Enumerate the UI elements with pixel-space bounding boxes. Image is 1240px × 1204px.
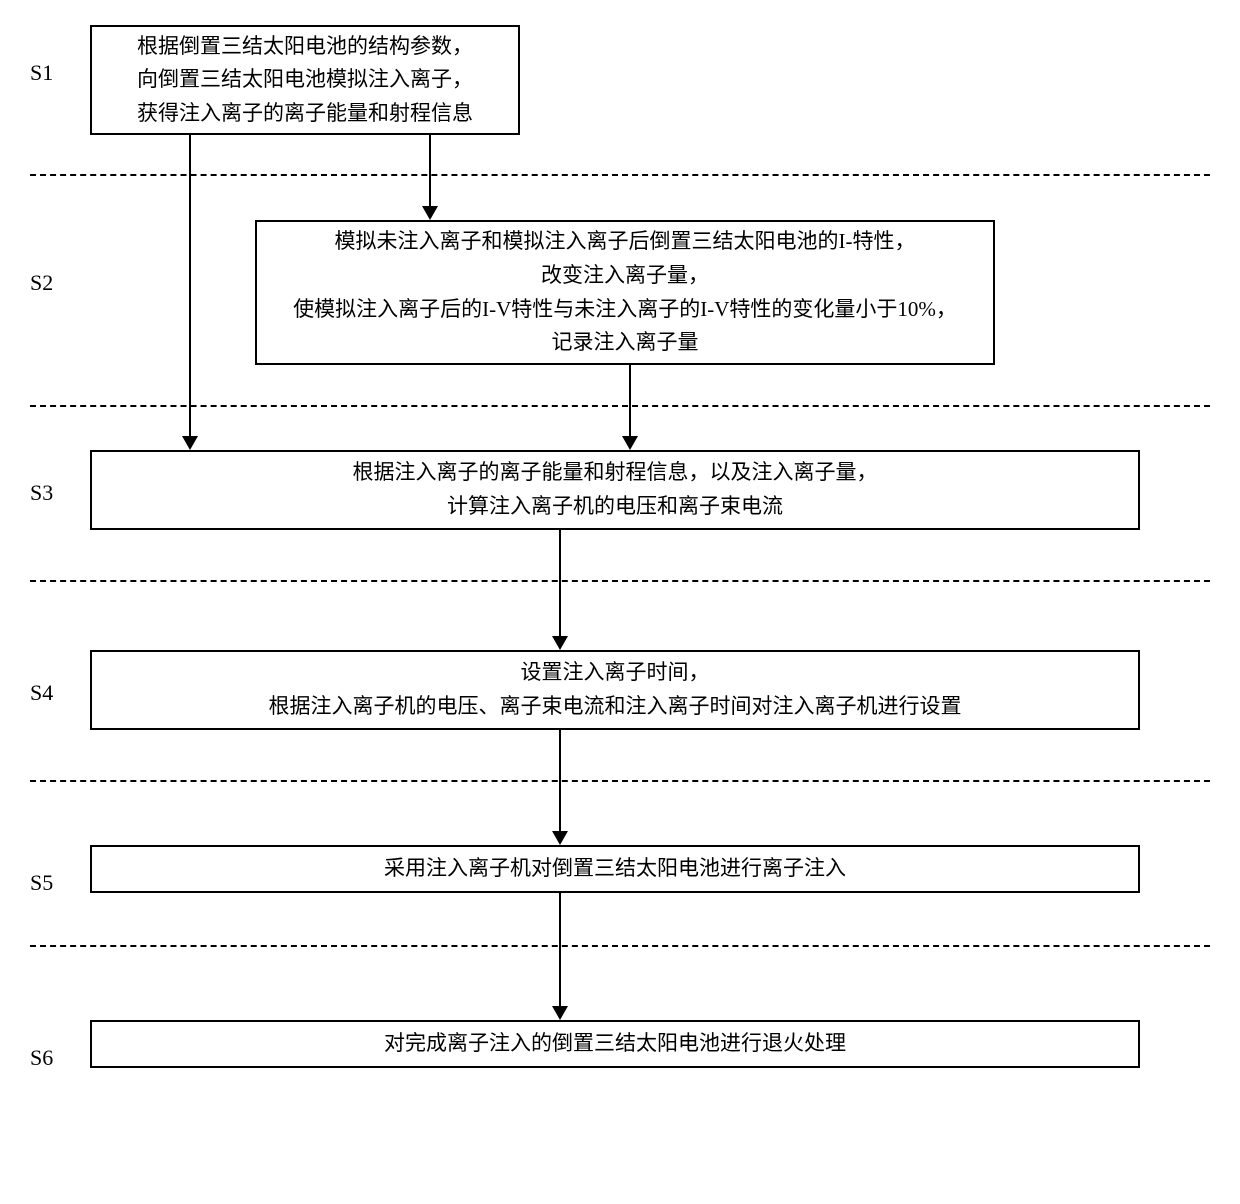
arrow-head-icon <box>552 1006 568 1020</box>
box-line: 模拟未注入离子和模拟注入离子后倒置三结太阳电池的I-特性， <box>335 225 916 259</box>
box-s4: 设置注入离子时间， 根据注入离子机的电压、离子束电流和注入离子时间对注入离子机进… <box>90 650 1140 730</box>
box-line: 根据注入离子机的电压、离子束电流和注入离子时间对注入离子机进行设置 <box>269 690 962 724</box>
divider <box>30 945 1210 947</box>
box-line: 获得注入离子的离子能量和射程信息 <box>137 97 473 131</box>
box-s1: 根据倒置三结太阳电池的结构参数， 向倒置三结太阳电池模拟注入离子， 获得注入离子… <box>90 25 520 135</box>
arrow-head-icon <box>552 831 568 845</box>
box-line: 采用注入离子机对倒置三结太阳电池进行离子注入 <box>384 852 846 886</box>
box-line: 使模拟注入离子后的I-V特性与未注入离子的I-V特性的变化量小于10%， <box>293 293 957 327</box>
step-label-s4: S4 <box>30 680 53 706</box>
divider <box>30 405 1210 407</box>
box-s3: 根据注入离子的离子能量和射程信息，以及注入离子量， 计算注入离子机的电压和离子束… <box>90 450 1140 530</box>
step-label-s5: S5 <box>30 870 53 896</box>
step-label-s1: S1 <box>30 60 53 86</box>
box-line: 根据注入离子的离子能量和射程信息，以及注入离子量， <box>353 456 878 490</box>
arrow-line <box>559 730 561 831</box>
arrow-head-icon <box>182 436 198 450</box>
arrow-line <box>559 893 561 1006</box>
arrow-line <box>189 135 191 436</box>
box-line: 计算注入离子机的电压和离子束电流 <box>447 490 783 524</box>
arrow-head-icon <box>552 636 568 650</box>
box-line: 对完成离子注入的倒置三结太阳电池进行退火处理 <box>384 1027 846 1061</box>
box-line: 记录注入离子量 <box>552 326 699 360</box>
flowchart-diagram: S1 S2 S3 S4 S5 S6 根据倒置三结太阳电池的结构参数， 向倒置三结… <box>30 20 1210 1184</box>
box-s2: 模拟未注入离子和模拟注入离子后倒置三结太阳电池的I-特性， 改变注入离子量， 使… <box>255 220 995 365</box>
step-label-s3: S3 <box>30 480 53 506</box>
arrow-head-icon <box>622 436 638 450</box>
divider <box>30 580 1210 582</box>
arrow-line <box>429 135 431 206</box>
divider <box>30 174 1210 176</box>
step-label-s6: S6 <box>30 1045 53 1071</box>
arrow-head-icon <box>422 206 438 220</box>
box-s5: 采用注入离子机对倒置三结太阳电池进行离子注入 <box>90 845 1140 893</box>
box-line: 改变注入离子量， <box>541 259 709 293</box>
arrow-line <box>629 365 631 436</box>
box-line: 向倒置三结太阳电池模拟注入离子， <box>137 63 473 97</box>
arrow-line <box>559 530 561 636</box>
box-s6: 对完成离子注入的倒置三结太阳电池进行退火处理 <box>90 1020 1140 1068</box>
step-label-s2: S2 <box>30 270 53 296</box>
box-line: 根据倒置三结太阳电池的结构参数， <box>137 30 473 64</box>
box-line: 设置注入离子时间， <box>521 656 710 690</box>
divider <box>30 780 1210 782</box>
